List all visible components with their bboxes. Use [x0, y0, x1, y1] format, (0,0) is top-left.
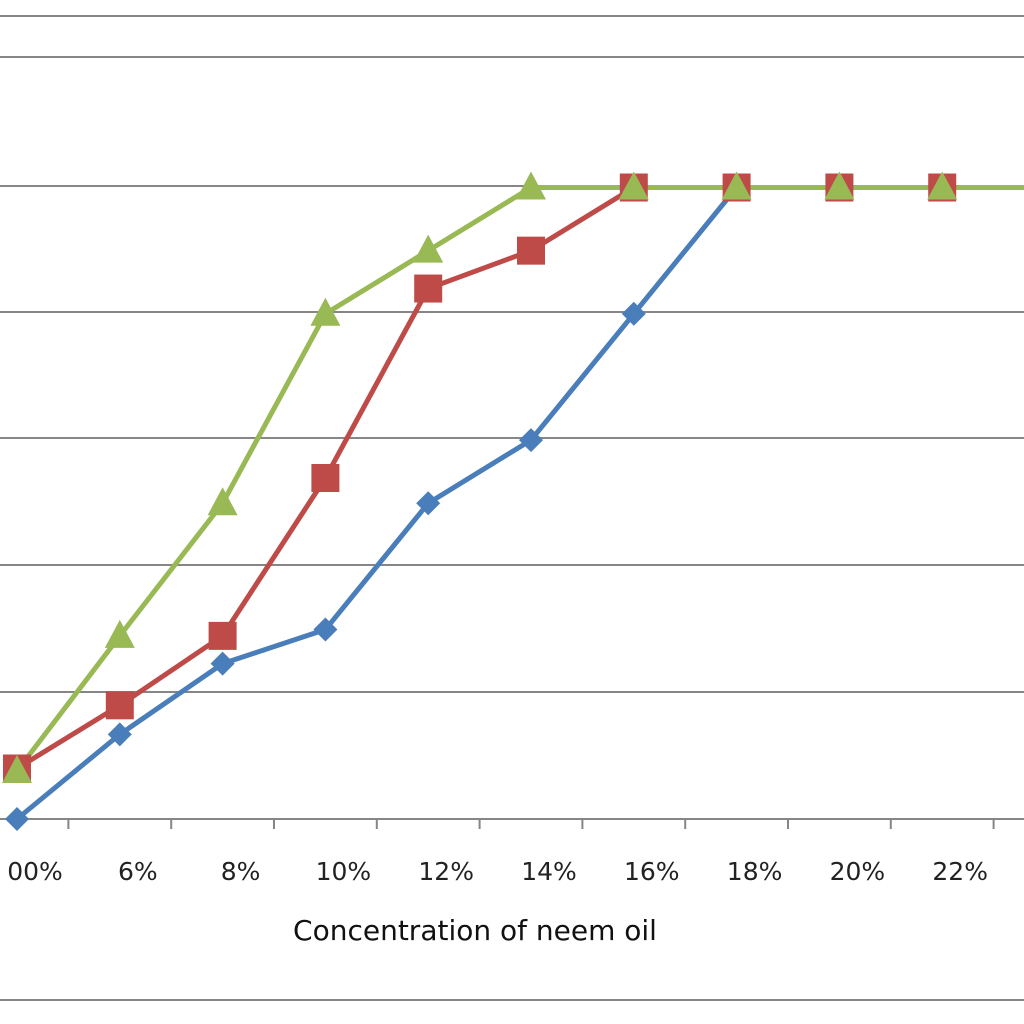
x-tick-label: 20%	[830, 857, 886, 886]
data-point-diamond	[416, 491, 441, 516]
data-point-diamond	[313, 617, 338, 642]
x-tick-label: 6%	[118, 857, 158, 886]
data-point-triangle	[2, 755, 32, 784]
data-point-square	[517, 236, 545, 265]
data-point-diamond	[519, 428, 543, 453]
x-tick-label: 16%	[624, 857, 680, 886]
data-point-diamond	[621, 301, 646, 326]
x-axis: 00%6%8%10%12%14%16%18%20%22%24%	[0, 818, 1024, 886]
data-point-square	[414, 274, 443, 303]
series-line	[15, 185, 1024, 771]
data-point-triangle	[721, 171, 752, 200]
x-tick-label: 12%	[418, 857, 474, 886]
x-tick-label: 00%	[7, 857, 63, 886]
series-line	[15, 185, 1024, 773]
x-tick-label: 22%	[932, 857, 988, 886]
data-point-triangle	[104, 619, 135, 648]
series-group	[2, 171, 1024, 831]
data-point-square	[311, 463, 340, 492]
data-point-triangle	[927, 171, 958, 200]
x-axis-title: Concentration of neem oil	[293, 914, 657, 947]
data-point-square	[105, 691, 134, 720]
data-point-triangle	[207, 487, 238, 516]
x-tick-label: 18%	[727, 857, 783, 886]
data-point-triangle	[310, 297, 341, 326]
series-line	[15, 185, 1024, 821]
data-point-square	[208, 621, 237, 650]
data-point-diamond	[210, 651, 235, 676]
x-tick-label: 10%	[316, 857, 372, 886]
gridlines	[0, 15, 1024, 1001]
data-point-diamond	[107, 722, 132, 747]
data-point-triangle	[516, 171, 546, 200]
data-point-diamond	[5, 807, 29, 831]
x-tick-label: 14%	[521, 857, 577, 886]
data-point-triangle	[413, 234, 444, 263]
data-point-triangle	[618, 171, 649, 200]
data-point-triangle	[824, 171, 855, 200]
x-tick-label: 8%	[221, 857, 261, 886]
